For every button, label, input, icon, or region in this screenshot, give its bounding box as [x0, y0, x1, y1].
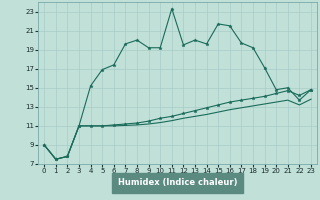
X-axis label: Humidex (Indice chaleur): Humidex (Indice chaleur)	[118, 178, 237, 187]
